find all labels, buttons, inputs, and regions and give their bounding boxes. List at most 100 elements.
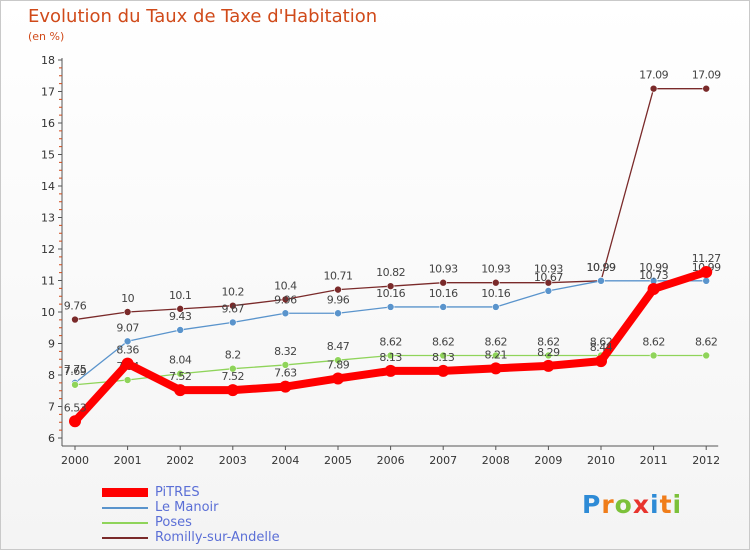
data-label: 10.71 <box>324 270 353 283</box>
logo-letter: i <box>650 490 660 519</box>
data-point <box>174 384 187 397</box>
x-tick-label: 2004 <box>271 454 299 467</box>
data-point <box>229 301 237 310</box>
y-tick-label: 13 <box>41 212 55 225</box>
x-tick-label: 2005 <box>324 454 352 467</box>
data-label: 17.09 <box>639 69 668 82</box>
data-label: 10 <box>121 292 134 305</box>
data-label: 10.73 <box>639 269 668 282</box>
data-point <box>702 84 711 93</box>
y-tick-label: 10 <box>41 306 55 319</box>
legend-swatch <box>102 521 148 524</box>
data-point <box>226 384 239 397</box>
x-tick-label: 2011 <box>640 454 668 467</box>
data-label: 10.99 <box>639 261 668 274</box>
legend-swatch <box>102 488 148 497</box>
chart-title: Evolution du Taux de Taxe d'Habitation <box>28 6 378 27</box>
data-point <box>123 376 132 384</box>
data-point <box>71 315 79 324</box>
x-tick-label: 2010 <box>587 454 615 467</box>
logo-letter: r <box>601 490 615 519</box>
data-label: 8.62 <box>537 335 560 348</box>
y-tick-label: 17 <box>41 86 55 99</box>
y-tick-label: 14 <box>41 180 55 193</box>
y-tick-label: 7 <box>48 401 55 414</box>
data-label: 8.62 <box>379 335 402 348</box>
line-chart: 6 7 8 9 10 11 12 13 14 15 16 17 18 2000 2001 2002 2003 20… <box>41 54 722 467</box>
data-point <box>489 362 502 375</box>
x-tick-label: 2002 <box>166 454 194 467</box>
y-tick-label: 15 <box>41 149 55 162</box>
legend-item: Poses <box>102 515 280 530</box>
logo-letter: i <box>672 490 683 519</box>
data-label: 8.62 <box>590 335 613 348</box>
data-label: 10.16 <box>376 287 405 300</box>
data-point <box>702 351 711 360</box>
data-label: 8.62 <box>432 335 455 348</box>
data-point <box>123 337 132 346</box>
logo-letter: x <box>632 490 650 519</box>
data-point <box>542 359 555 372</box>
data-point <box>281 309 290 318</box>
chart-legend: PiTRES Le Manoir Poses Romilly-sur-Andelle <box>102 485 280 545</box>
logo-letter: t <box>659 490 673 519</box>
data-label: 10.93 <box>534 263 563 276</box>
data-point <box>384 364 397 377</box>
data-label: 8.13 <box>379 351 402 364</box>
data-point <box>229 364 237 373</box>
x-tick-label: 2000 <box>61 454 89 467</box>
data-point <box>386 282 395 290</box>
data-label: 8.2 <box>225 349 241 362</box>
data-point <box>702 277 711 285</box>
legend-item: Romilly-sur-Andelle <box>102 530 280 545</box>
data-point <box>279 380 292 393</box>
data-label: 9.96 <box>274 293 297 306</box>
data-label: 8.21 <box>485 348 508 361</box>
data-label: 9.96 <box>327 293 350 306</box>
data-point <box>544 287 553 295</box>
data-point <box>229 318 237 327</box>
data-point <box>595 355 607 368</box>
data-label: 8.62 <box>642 335 665 348</box>
data-label: 7.52 <box>222 370 245 383</box>
data-label: 8.36 <box>116 344 139 357</box>
data-point <box>439 278 448 287</box>
data-point <box>334 356 342 364</box>
data-point <box>121 357 134 370</box>
data-point <box>332 372 344 385</box>
legend-swatch <box>102 536 148 539</box>
legend-item: Le Manoir <box>102 500 280 515</box>
data-label: 10.16 <box>481 287 510 300</box>
data-point <box>176 369 184 378</box>
data-label: 8.32 <box>274 345 297 358</box>
legend-label: PiTRES <box>155 485 200 500</box>
data-label: 7.69 <box>64 365 87 378</box>
data-label: 7.75 <box>64 363 87 376</box>
data-point <box>437 364 450 377</box>
data-label: 10.99 <box>587 261 616 274</box>
data-label: 10.93 <box>481 263 510 276</box>
data-point <box>439 351 448 360</box>
data-label: 7.89 <box>327 358 350 371</box>
data-point <box>439 303 448 311</box>
data-label: 8.47 <box>327 340 350 353</box>
data-label: 10.16 <box>429 287 458 300</box>
data-label: 9.07 <box>116 321 139 334</box>
data-point <box>491 303 500 311</box>
data-label: 6.53 <box>64 401 87 414</box>
data-label: 9.76 <box>64 300 87 313</box>
y-tick-label: 8 <box>48 369 55 382</box>
y-tick-label: 12 <box>41 243 55 256</box>
x-tick-label: 2001 <box>114 454 142 467</box>
data-label: 10.4 <box>274 279 297 292</box>
y-tick-label: 11 <box>41 275 55 288</box>
y-tick-label: 9 <box>48 338 55 351</box>
proxiti-logo: Proxiti <box>582 490 682 519</box>
data-label: 10.93 <box>429 263 458 276</box>
data-label: 8.29 <box>537 346 560 359</box>
data-point <box>123 308 132 316</box>
data-label: 8.13 <box>432 351 455 364</box>
data-point <box>647 283 660 296</box>
data-point <box>386 351 395 360</box>
data-point <box>281 361 290 369</box>
